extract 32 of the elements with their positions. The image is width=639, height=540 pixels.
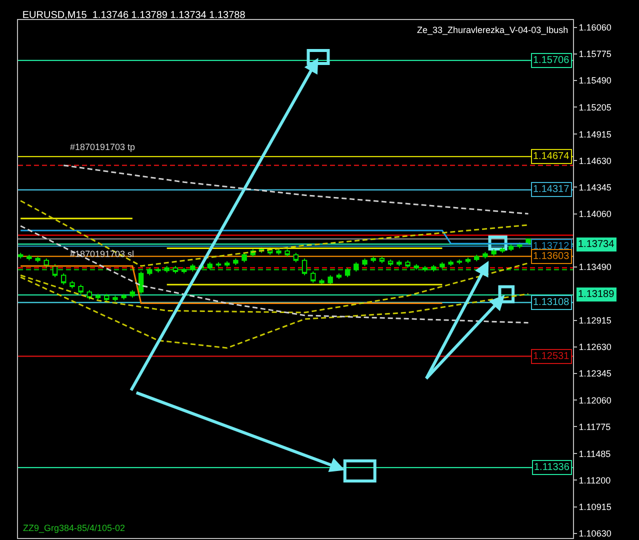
y-tick-label: 1.10915 [578, 502, 612, 512]
y-tick-label: 1.11775 [578, 422, 611, 432]
y-tick-label: 1.14060 [578, 208, 612, 219]
y-tick-label: 1.12915 [578, 316, 612, 326]
y-tick-label: 1.16060 [578, 22, 612, 33]
ref-line-label: 1.13189 [578, 289, 615, 300]
y-tick-label: 1.11485 [578, 448, 611, 459]
y-tick-label: 1.15775 [578, 49, 612, 60]
annotation: ZZ9_Grg384-85/4/105-02 [23, 523, 126, 533]
ref-line-label: 1.15706 [533, 55, 570, 66]
y-tick-label: 1.11200 [578, 475, 611, 486]
ref-line-label: 1.13734 [578, 239, 615, 250]
y-tick-label: 1.15205 [578, 102, 612, 112]
y-tick-label: 1.12630 [578, 342, 612, 352]
text: Ze_33_Zhuravlerezka_V-04-03_Ibush [417, 25, 568, 35]
ref-line-label: 1.14674 [533, 151, 570, 162]
ref-line-label: 1.11336 [534, 462, 570, 473]
y-tick-label: 1.12345 [578, 368, 612, 379]
y-tick-label: 1.14345 [578, 182, 612, 192]
ref-line-label: 1.13108 [533, 297, 570, 308]
chart-title: EURUSD,M15 1.13746 1.13789 1.13734 1.13788 [22, 10, 246, 22]
y-tick-label: 1.10630 [578, 528, 612, 538]
ref-line-label: 1.14317 [533, 184, 570, 195]
y-tick-label: 1.12060 [578, 395, 612, 406]
ref-line-label: 1.13712 [533, 241, 570, 252]
y-tick-label: 1.15490 [578, 76, 612, 86]
y-tick-label: 1.14915 [578, 129, 612, 140]
ref-line-label: 1.12531 [533, 351, 570, 362]
y-tick-label: 1.14630 [578, 156, 612, 166]
ref-line-label: 1.13603 [533, 251, 570, 262]
y-tick-label: 1.13490 [578, 262, 612, 272]
annotation: #1870191703 tp [70, 142, 136, 152]
